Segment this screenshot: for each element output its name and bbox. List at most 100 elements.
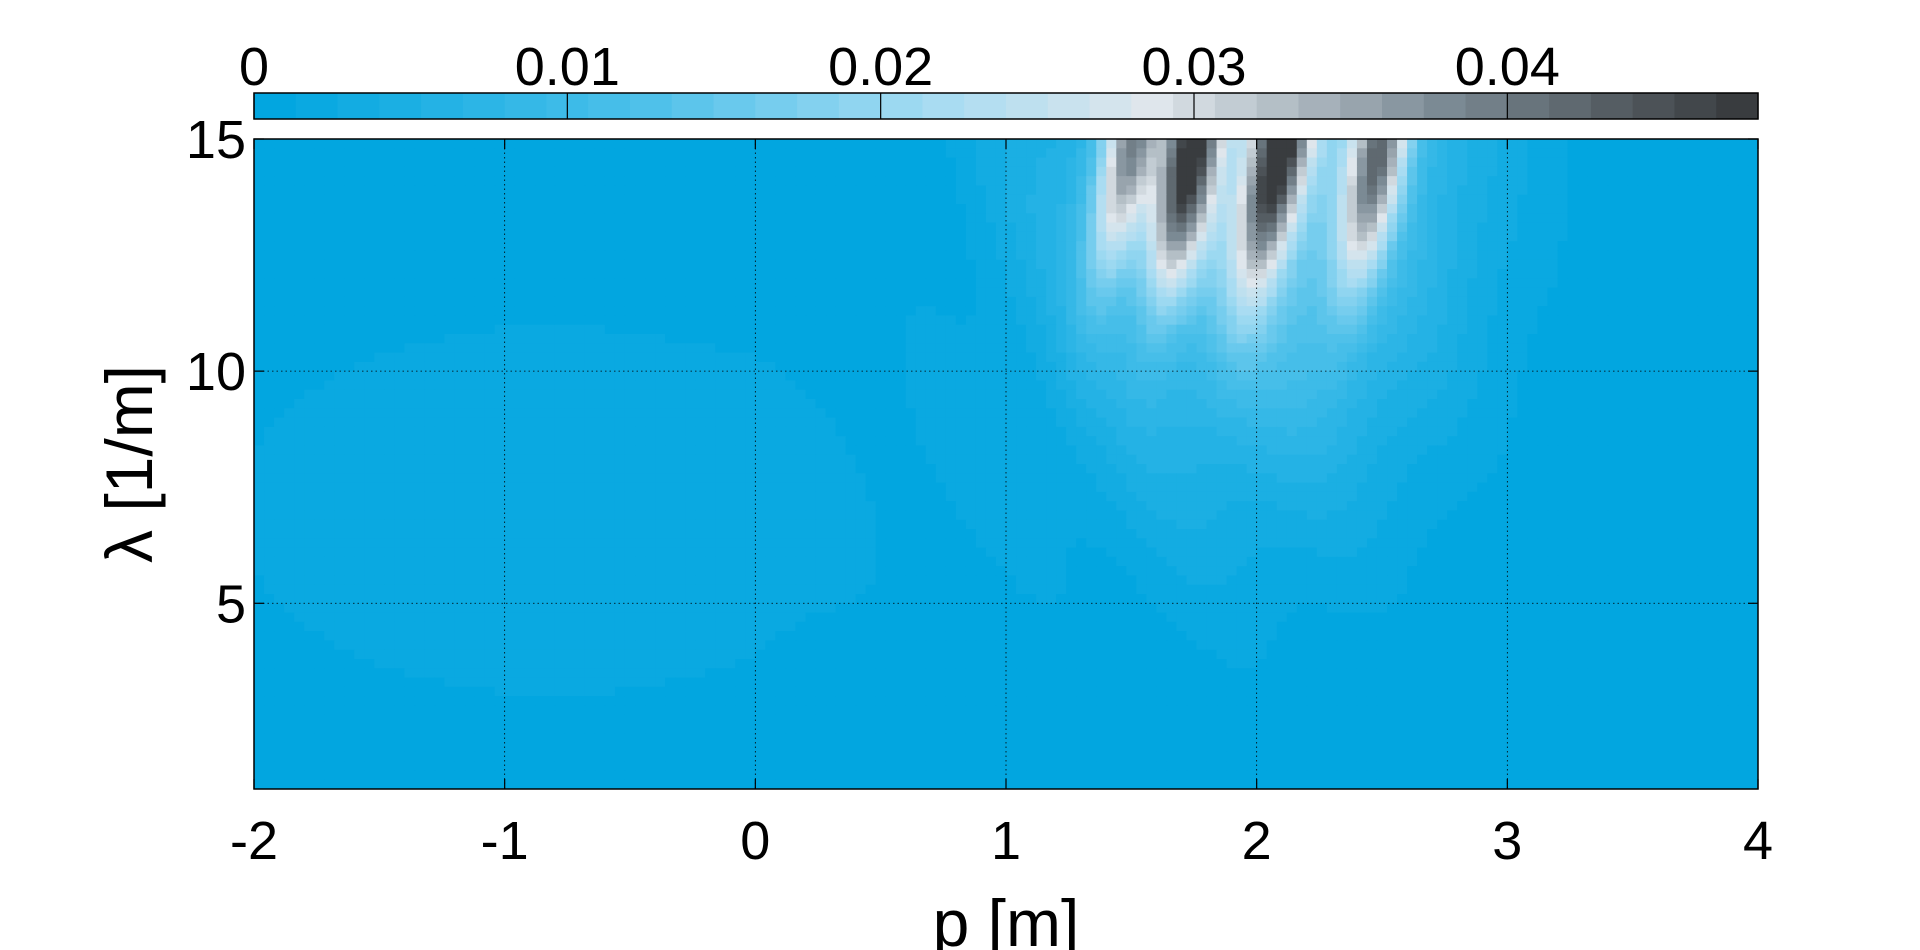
field-cell [1346, 436, 1358, 447]
field-cell [1276, 426, 1288, 437]
field-cell [1597, 241, 1609, 252]
field-cell [404, 306, 416, 317]
field-cell [394, 148, 405, 159]
field-cell [1507, 269, 1518, 279]
field-cell [1407, 166, 1418, 177]
field-cell [905, 222, 917, 233]
field-cell [1366, 194, 1378, 205]
field-cell [1186, 380, 1198, 391]
field-cell [1567, 157, 1579, 168]
field-cell [254, 278, 265, 289]
field-cell [1296, 139, 1308, 149]
field-cell [1226, 408, 1238, 419]
field-cell [1276, 296, 1288, 307]
field-cell [524, 361, 536, 372]
field-cell [474, 185, 486, 196]
field-cell [434, 306, 446, 317]
field-cell [1397, 343, 1408, 354]
field-cell [554, 417, 566, 428]
field-cell [1296, 176, 1308, 187]
field-cell [1677, 417, 1689, 428]
field-cell [925, 343, 937, 354]
field-cell [364, 139, 375, 149]
field-cell [464, 352, 476, 363]
field-cell [1326, 334, 1338, 344]
field-cell [1657, 204, 1669, 214]
field-cell [274, 380, 285, 391]
field-cell [675, 204, 686, 214]
field-cell [1647, 389, 1659, 400]
field-cell [1226, 157, 1238, 168]
field-cell [464, 334, 476, 344]
field-cell [1517, 222, 1528, 233]
field-cell [915, 194, 927, 205]
field-cell [685, 269, 696, 279]
field-cell [414, 287, 426, 298]
field-cell [785, 287, 797, 298]
field-cell [1326, 324, 1338, 335]
field-cell [1236, 389, 1248, 400]
field-cell [815, 287, 827, 298]
field-cell [1667, 148, 1679, 159]
field-cell [705, 417, 716, 428]
field-cell [514, 250, 526, 261]
field-cell [1016, 287, 1027, 298]
field-cell [965, 278, 977, 289]
field-cell [1647, 259, 1659, 270]
field-cell [1407, 213, 1418, 224]
field-cell [554, 278, 566, 289]
field-cell [745, 259, 756, 270]
field-cell [534, 306, 546, 317]
field-cell [1557, 176, 1569, 187]
field-cell [1497, 380, 1508, 391]
field-cell [1336, 148, 1348, 159]
field-cell [1086, 176, 1097, 187]
field-cell [855, 436, 867, 447]
field-cell [1487, 278, 1498, 289]
field-cell [284, 139, 295, 149]
field-cell [1597, 157, 1609, 168]
field-cell [795, 352, 807, 363]
field-cell [464, 241, 476, 252]
field-cell [1717, 361, 1729, 372]
field-cell [1256, 408, 1268, 419]
field-cell [1717, 352, 1729, 363]
field-cell [314, 250, 325, 261]
field-cell [1226, 213, 1238, 224]
field-cell [1116, 315, 1127, 326]
field-cell [1707, 389, 1719, 400]
field-cell [1747, 269, 1758, 279]
field-cell [264, 241, 275, 252]
field-cell [1387, 222, 1398, 233]
field-cell [1086, 352, 1097, 363]
field-cell [594, 269, 606, 279]
field-cell [1046, 204, 1057, 214]
colorbar-swatch [922, 93, 965, 119]
field-cell [314, 139, 325, 149]
field-cell [594, 315, 606, 326]
field-cell [805, 296, 817, 307]
field-cell [374, 269, 385, 279]
field-cell [1557, 389, 1569, 400]
field-cell [284, 436, 295, 447]
field-cell [1016, 436, 1027, 447]
field-cell [284, 166, 295, 177]
field-cell [1467, 231, 1478, 242]
field-cell [384, 380, 395, 391]
field-cell [594, 371, 606, 382]
field-cell [264, 417, 275, 428]
field-cell [1256, 213, 1268, 224]
field-cell [935, 222, 947, 233]
field-cell [915, 315, 927, 326]
field-cell [444, 194, 456, 205]
colorbar-swatch [838, 93, 882, 119]
field-cell [1126, 306, 1137, 317]
field-cell [1266, 426, 1278, 437]
field-cell [1597, 352, 1609, 363]
field-cell [975, 399, 987, 409]
field-cell [675, 278, 686, 289]
field-cell [1457, 278, 1468, 289]
field-cell [1136, 408, 1147, 419]
field-cell [1296, 306, 1308, 317]
field-cell [835, 306, 847, 317]
